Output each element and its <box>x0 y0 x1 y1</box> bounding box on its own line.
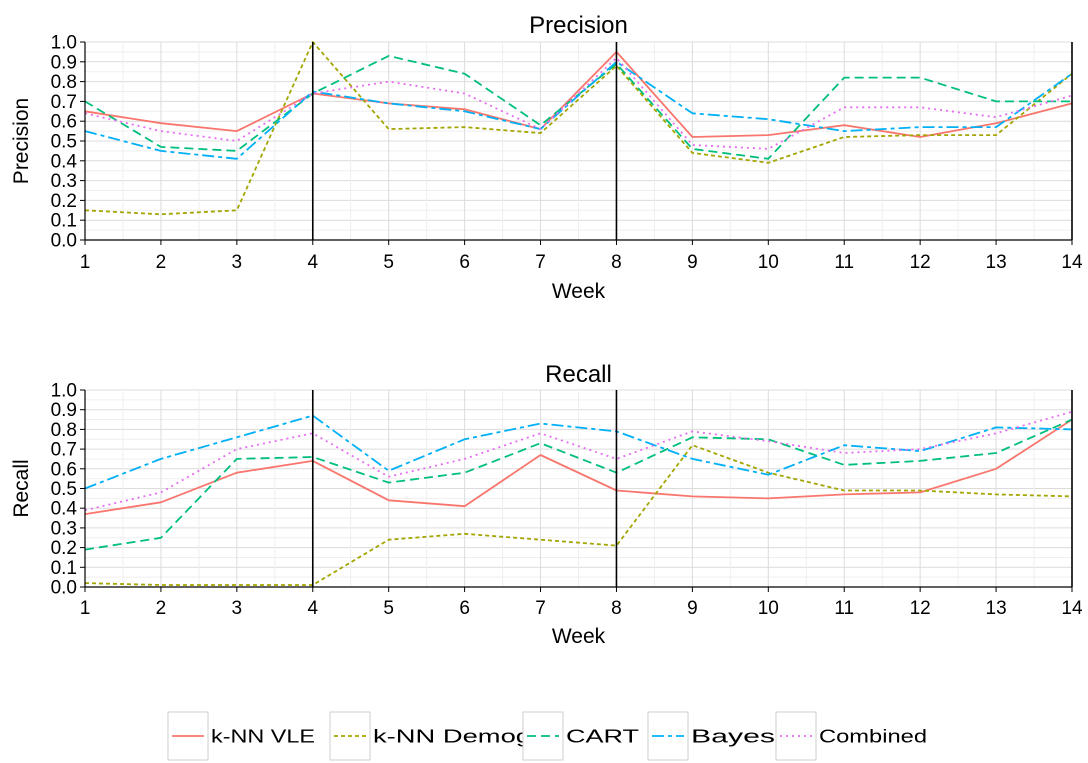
chart-title: Recall <box>545 361 612 388</box>
legend-label: k-NN VLE <box>211 727 315 747</box>
x-tick-label: 13 <box>986 252 1007 273</box>
legend-label: Bayes <box>691 727 775 747</box>
y-tick-label: 0.9 <box>51 52 77 73</box>
legend-key-box <box>775 711 817 761</box>
x-axis-title: Week <box>552 280 606 303</box>
x-tick-label: 3 <box>232 252 243 273</box>
x-tick-label: 8 <box>611 598 622 619</box>
y-tick-label: 0.0 <box>51 231 77 252</box>
y-tick-label: 0.2 <box>51 191 77 212</box>
y-tick-label: 1.0 <box>51 33 77 54</box>
series-line-k-nn-demog <box>84 41 1073 216</box>
x-tick-label: 12 <box>910 598 931 619</box>
x-tick-label: 4 <box>307 598 318 619</box>
x-tick-label: 11 <box>834 252 854 273</box>
x-tick-label: 6 <box>459 252 470 273</box>
x-tick-label: 2 <box>156 598 167 619</box>
series-line-k-nn-vle <box>84 51 1073 138</box>
chart-title: Precision <box>529 12 628 39</box>
x-tick-label: 4 <box>307 252 318 273</box>
y-tick-label: 0.0 <box>51 578 77 599</box>
y-tick-label: 0.1 <box>51 558 77 579</box>
series-line-combined <box>84 410 1073 512</box>
legend: k-NN VLE k-NN Demog CART Bayes Combined <box>167 711 927 761</box>
y-tick-label: 0.7 <box>51 440 77 461</box>
series-line-k-nn-demog <box>84 444 1073 586</box>
y-tick-label: 0.3 <box>51 518 77 539</box>
x-tick-label: 6 <box>459 598 470 619</box>
legend-label: k-NN Demog <box>373 727 531 747</box>
chart-panel-precision: 0.00.10.20.30.40.50.60.70.80.91.01 2 3 4 5 6 7… <box>10 12 1083 303</box>
legend-label: CART <box>566 727 639 747</box>
y-axis-title: Recall <box>10 459 33 517</box>
y-tick-label: 0.5 <box>51 479 77 500</box>
series-line-bayes <box>84 414 1073 490</box>
y-tick-label: 1.0 <box>51 381 77 402</box>
x-tick-label: 3 <box>232 598 243 619</box>
legend-label: Combined <box>819 727 927 747</box>
x-tick-label: 10 <box>758 252 779 273</box>
y-tick-label: 0.7 <box>51 92 77 113</box>
y-axis-title: Precision <box>10 98 33 184</box>
x-tick-label: 10 <box>758 598 779 619</box>
x-tick-label: 11 <box>834 598 854 619</box>
x-axis-title: Week <box>552 625 606 648</box>
y-tick-label: 0.2 <box>51 538 77 559</box>
y-tick-label: 0.6 <box>51 459 77 480</box>
y-tick-label: 0.4 <box>51 499 78 520</box>
x-tick-label: 7 <box>535 598 546 619</box>
x-tick-label: 1 <box>80 598 91 619</box>
series-line-cart <box>84 418 1073 551</box>
y-tick-label: 0.8 <box>51 420 77 441</box>
x-tick-label: 5 <box>383 598 394 619</box>
y-tick-label: 0.6 <box>51 112 77 133</box>
y-tick-label: 0.8 <box>51 72 77 93</box>
x-tick-label: 7 <box>535 252 546 273</box>
y-tick-label: 0.5 <box>51 132 77 153</box>
y-tick-label: 0.3 <box>51 171 77 192</box>
x-tick-label: 1 <box>80 252 91 273</box>
y-tick-label: 0.9 <box>51 400 77 421</box>
x-tick-label: 13 <box>986 598 1007 619</box>
x-tick-label: 14 <box>1061 252 1083 273</box>
x-tick-label: 8 <box>611 252 622 273</box>
x-tick-label: 12 <box>910 252 931 273</box>
x-tick-label: 5 <box>383 252 394 273</box>
series-line-bayes <box>84 60 1073 160</box>
y-tick-label: 0.1 <box>51 211 77 232</box>
x-tick-label: 9 <box>687 252 698 273</box>
x-tick-label: 14 <box>1061 598 1083 619</box>
series-line-k-nn-vle <box>84 418 1073 515</box>
series-line-combined <box>84 56 1073 150</box>
y-tick-label: 0.4 <box>51 151 78 172</box>
x-tick-label: 2 <box>156 252 167 273</box>
chart-panel-recall: 0.00.10.20.30.40.50.60.70.80.91.01 2 3 4 5 6 7… <box>10 361 1083 648</box>
x-tick-label: 9 <box>687 598 698 619</box>
